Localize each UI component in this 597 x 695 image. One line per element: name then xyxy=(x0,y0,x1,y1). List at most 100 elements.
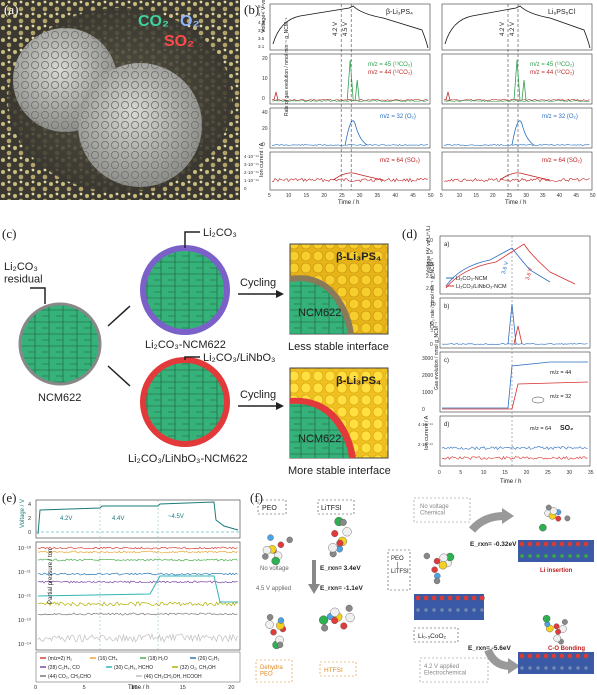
y-tick-label: 0 xyxy=(244,186,247,191)
label-box xyxy=(317,499,355,515)
atom xyxy=(559,541,565,547)
cumulative-blue xyxy=(442,361,588,409)
co2-peak xyxy=(445,91,451,101)
atom xyxy=(543,553,549,559)
co-bonding-label: C-O Bonding xyxy=(548,646,585,652)
y-tick-label: 4.7 xyxy=(258,12,265,17)
atom xyxy=(431,607,437,613)
voltage-annotation: 4.2 V xyxy=(510,22,516,36)
atom xyxy=(527,653,533,659)
voltage-curve xyxy=(272,5,429,49)
subplot-frame xyxy=(441,107,593,149)
co2-peak xyxy=(273,91,279,101)
x-tick-label: 10 xyxy=(286,193,292,199)
pressure-trace xyxy=(37,612,238,616)
label-box xyxy=(413,627,459,643)
x-tick-label: 15 xyxy=(473,193,479,199)
atom xyxy=(431,566,438,573)
atom xyxy=(319,615,329,625)
atom xyxy=(519,553,525,559)
atom xyxy=(564,515,571,522)
x-tick-label: 20 xyxy=(490,193,496,199)
y-axis-label: Voltage / V vs Li⁺/Li xyxy=(260,0,267,33)
y-tick-label: 10 xyxy=(262,76,268,82)
y-tick-label: 10 xyxy=(430,302,436,308)
y-axis-label: Ion current / A xyxy=(424,415,430,450)
voltage-step-label: 4.4V xyxy=(112,516,124,522)
x-tick-label: 40 xyxy=(557,193,563,199)
legend-co2-45: m/z = 45 (¹³CO₂) xyxy=(530,62,574,68)
legend-o2: m/z = 32 (O₂) xyxy=(380,114,416,120)
atom xyxy=(551,665,557,671)
atom xyxy=(542,614,551,623)
voltage-annotation: 3.6 V xyxy=(525,267,534,281)
erxn-label: E_rxn= 3.4eV xyxy=(320,565,361,572)
dft-reaction-diagram: PEO LiTFSI No voltage 4.5 V applied E_rxn= 3… xyxy=(255,497,594,683)
subplot-frame xyxy=(441,3,593,51)
label-box xyxy=(255,659,293,683)
atom xyxy=(583,665,589,671)
voltage-curve xyxy=(444,5,591,49)
htfsi-label: HTFSI xyxy=(324,667,343,674)
licoo2-label: Li₀.₅CoO₂ xyxy=(418,633,447,640)
x-tick-label: 45 xyxy=(573,193,579,199)
ion-blue xyxy=(441,446,588,451)
atom xyxy=(553,623,560,630)
atom xyxy=(549,507,558,515)
atom xyxy=(559,665,565,671)
o2-series xyxy=(271,144,428,146)
atom xyxy=(339,518,347,526)
y-tick-label: 10⁻¹² xyxy=(18,594,31,600)
x-tick-label: 35 xyxy=(540,193,546,199)
atom xyxy=(423,595,429,601)
so2-hump xyxy=(499,172,551,181)
y-tick-label: 10⁻¹⁰ xyxy=(18,545,32,552)
atom xyxy=(545,504,552,511)
panel-label: (f) xyxy=(250,490,263,505)
peo-litfsi-label: PEO | LiTFSI xyxy=(391,556,409,575)
co2-peak xyxy=(507,303,517,345)
atom xyxy=(415,607,421,613)
atom xyxy=(423,552,431,560)
atom xyxy=(345,613,355,623)
label-box xyxy=(387,549,411,591)
subplot-frame xyxy=(441,53,593,105)
x-tick-label: 5 xyxy=(440,193,443,199)
y-tick-label: 10⁻¹¹ xyxy=(18,570,31,576)
legend-so2: m/z = 64 (SO₂) xyxy=(380,158,420,164)
x-tick-label: 45 xyxy=(410,193,416,199)
subplot-frame xyxy=(269,107,431,149)
atom xyxy=(447,595,453,601)
atom xyxy=(553,634,562,643)
ncm622-label: NCM622 xyxy=(38,392,81,404)
mz44-label: m/z = 44 xyxy=(550,370,571,376)
panel-a: CO₂ O₂ SO₂ (a) xyxy=(0,0,240,200)
legend-entry: Li₂CO₃/LiNbO₃-NCM xyxy=(456,284,507,290)
callout xyxy=(531,396,545,404)
atom xyxy=(583,553,589,559)
atom xyxy=(543,665,549,671)
atom xyxy=(267,534,274,541)
o2-peak xyxy=(344,120,368,146)
ncm622-particle xyxy=(18,302,102,386)
legend-entry: (46) CH₃CH₂OH, HCOOH xyxy=(144,674,202,680)
atom xyxy=(575,541,581,547)
partial-pressure-chart: 4.2V 4.4V ~4.5V (m/z=2) H₂ (16) CH₄ (18) H₂O (… xyxy=(18,499,241,691)
x-tick-label: 10 xyxy=(481,470,487,476)
atom xyxy=(340,622,348,630)
o2-peak xyxy=(511,120,535,146)
x-tick-label: 50 xyxy=(590,193,596,199)
electrolyte-label: β-Li₃PS₄ xyxy=(336,251,381,263)
legend-entry: (30) C₂H₆, HCHO xyxy=(114,665,153,671)
atom xyxy=(583,653,589,659)
mz64-label: m/z = 64 xyxy=(530,426,551,432)
x-tick-label: 20 xyxy=(524,470,530,476)
y-tick-label: 4.3 xyxy=(258,20,265,25)
co2-rate-blue xyxy=(441,343,588,345)
x-tick-label: 0 xyxy=(438,470,441,476)
atom xyxy=(277,541,285,549)
so2-hump xyxy=(332,172,384,181)
voltage-frame xyxy=(35,499,241,539)
y-tick-label: 2·10⁻¹⁴ xyxy=(418,442,433,447)
coated-particle-li2co3 xyxy=(140,245,230,335)
